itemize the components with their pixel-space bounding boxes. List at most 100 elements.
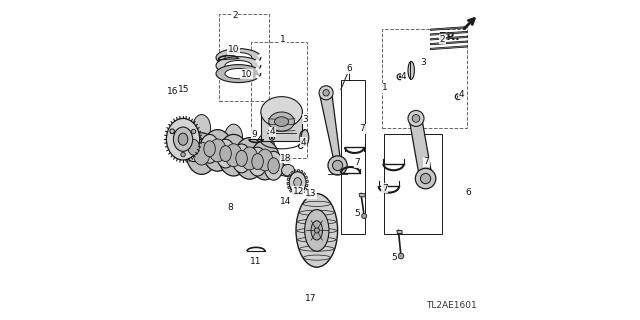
Ellipse shape (294, 178, 301, 187)
Polygon shape (289, 174, 291, 177)
Ellipse shape (328, 156, 348, 175)
Text: 18: 18 (280, 154, 291, 163)
Ellipse shape (225, 124, 243, 151)
Ellipse shape (220, 146, 232, 162)
Circle shape (314, 228, 319, 233)
Ellipse shape (216, 49, 261, 67)
Ellipse shape (269, 112, 294, 131)
Polygon shape (302, 190, 305, 194)
Ellipse shape (234, 138, 265, 179)
Polygon shape (305, 184, 308, 187)
Text: 6: 6 (347, 64, 352, 73)
Text: 7: 7 (360, 124, 365, 133)
Bar (219, 14, 269, 101)
Ellipse shape (225, 68, 252, 79)
Ellipse shape (209, 139, 227, 165)
Ellipse shape (241, 147, 258, 170)
Polygon shape (286, 156, 290, 162)
Ellipse shape (225, 144, 242, 167)
Text: 12: 12 (292, 187, 304, 196)
Ellipse shape (193, 115, 211, 141)
Ellipse shape (218, 134, 249, 176)
Polygon shape (430, 46, 467, 50)
Circle shape (362, 213, 367, 219)
Text: 14: 14 (280, 197, 291, 206)
Text: 2: 2 (232, 12, 238, 20)
Ellipse shape (173, 127, 193, 151)
Polygon shape (261, 112, 302, 141)
Ellipse shape (305, 210, 329, 251)
Polygon shape (298, 170, 300, 172)
Ellipse shape (282, 164, 294, 176)
Polygon shape (303, 172, 306, 176)
Polygon shape (430, 36, 467, 40)
Ellipse shape (296, 194, 338, 267)
Circle shape (323, 90, 330, 96)
Text: 2: 2 (440, 35, 445, 44)
Bar (340, 80, 365, 234)
Polygon shape (430, 27, 467, 30)
Ellipse shape (289, 172, 306, 193)
Bar (383, 29, 467, 128)
Text: 10: 10 (241, 70, 252, 79)
Text: 4: 4 (270, 127, 275, 136)
Ellipse shape (193, 142, 210, 165)
Text: 9: 9 (252, 130, 257, 139)
Ellipse shape (200, 134, 219, 163)
Polygon shape (294, 170, 296, 172)
Polygon shape (287, 178, 290, 180)
Text: 1: 1 (280, 35, 286, 44)
Polygon shape (287, 186, 291, 189)
Ellipse shape (188, 139, 200, 155)
Polygon shape (300, 170, 303, 173)
Text: 5: 5 (392, 253, 397, 262)
Circle shape (412, 115, 420, 122)
Bar (384, 134, 442, 234)
Polygon shape (299, 192, 301, 195)
Text: 8: 8 (228, 204, 233, 212)
Polygon shape (296, 193, 298, 195)
Text: 7: 7 (424, 157, 429, 166)
Ellipse shape (184, 133, 204, 162)
Ellipse shape (225, 52, 252, 63)
Text: 4: 4 (301, 138, 306, 147)
Ellipse shape (257, 149, 273, 171)
Text: 10: 10 (228, 45, 239, 54)
Text: FR.: FR. (439, 32, 460, 42)
Text: 3: 3 (303, 115, 308, 124)
Polygon shape (320, 96, 340, 163)
Circle shape (191, 129, 196, 134)
Circle shape (180, 152, 186, 157)
Ellipse shape (236, 150, 248, 166)
Text: 13: 13 (305, 189, 317, 198)
Ellipse shape (216, 139, 236, 168)
Text: TL2AE1601: TL2AE1601 (426, 301, 477, 310)
Ellipse shape (268, 158, 280, 174)
Ellipse shape (264, 151, 284, 180)
Ellipse shape (415, 168, 436, 189)
Circle shape (420, 173, 431, 184)
Ellipse shape (257, 134, 275, 161)
Ellipse shape (216, 65, 261, 83)
Ellipse shape (311, 221, 323, 240)
Circle shape (170, 129, 175, 134)
Polygon shape (291, 171, 293, 174)
Polygon shape (292, 192, 295, 195)
Text: 7: 7 (355, 158, 360, 167)
Text: 17: 17 (305, 294, 317, 303)
Circle shape (170, 129, 174, 133)
Ellipse shape (319, 86, 333, 100)
Ellipse shape (252, 154, 264, 170)
Ellipse shape (225, 60, 252, 71)
Polygon shape (410, 122, 432, 176)
Text: 4: 4 (401, 72, 406, 81)
Ellipse shape (251, 140, 280, 180)
Ellipse shape (248, 147, 268, 176)
Polygon shape (397, 230, 403, 234)
Polygon shape (304, 188, 307, 191)
Ellipse shape (186, 133, 217, 174)
Polygon shape (289, 189, 292, 192)
Ellipse shape (408, 61, 415, 79)
Polygon shape (359, 194, 365, 197)
Ellipse shape (204, 141, 215, 157)
